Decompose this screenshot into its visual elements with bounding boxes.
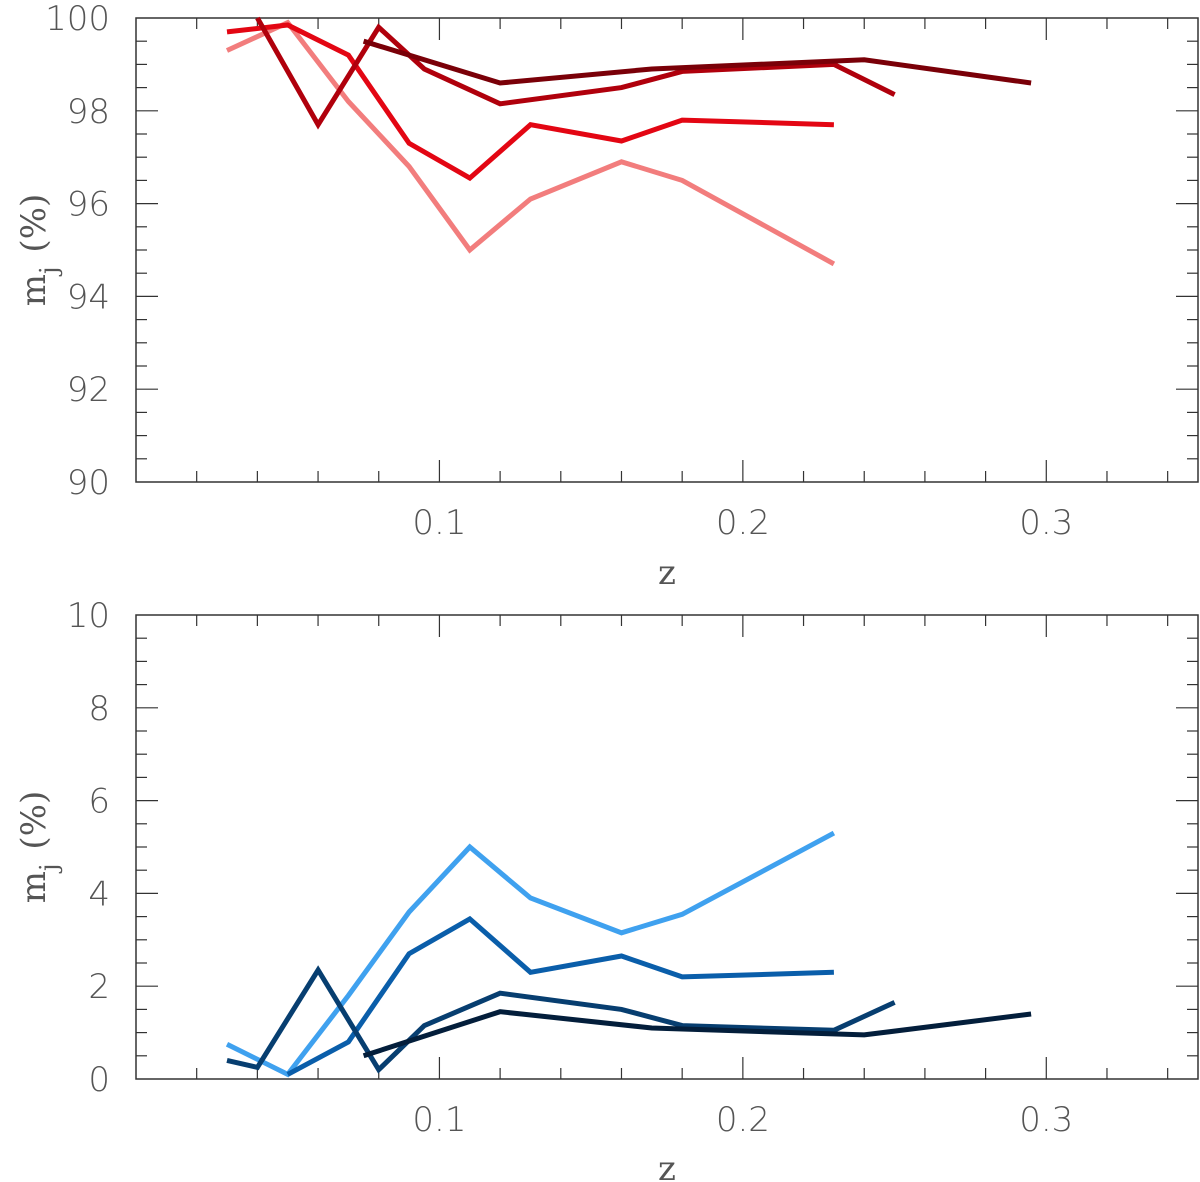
chart-top-x-tick-label: 0.3 bbox=[1019, 503, 1073, 543]
chart-top-y-tick-label: 96 bbox=[67, 185, 110, 225]
chart-bottom-x-tick-label: 0.3 bbox=[1019, 1100, 1073, 1140]
chart-bottom-y-tick-label: 0 bbox=[88, 1060, 110, 1100]
chart-top-series-2-line bbox=[226, 22, 834, 182]
chart-top-y-tick-label: 98 bbox=[67, 92, 110, 132]
chart-bottom-series-3-line bbox=[226, 965, 896, 1074]
chart-top-y-tick-label: 92 bbox=[67, 370, 110, 410]
chart-bottom-y-tick-label: 4 bbox=[88, 874, 110, 914]
chart-top-y-tick-label: 94 bbox=[67, 277, 110, 317]
chart-top-series-3-line bbox=[255, 16, 896, 130]
chart-bottom-x-tick-label: 0.1 bbox=[412, 1100, 466, 1140]
chart-bottom-y-axis-label-main: m bbox=[14, 871, 54, 903]
chart-bottom-y-axis-label: mj (%) bbox=[14, 791, 63, 904]
chart-top-y-axis-label: mj (%) bbox=[14, 194, 63, 307]
chart-top-x-axis-label: z bbox=[658, 553, 676, 593]
chart-top-y-tick-label: 100 bbox=[45, 0, 110, 39]
chart-top-x-tick-label: 0.2 bbox=[716, 503, 770, 543]
chart-bottom-y-axis-label-sub: j bbox=[35, 864, 63, 874]
chart-top-series-4-line bbox=[362, 38, 1032, 86]
chart-top-y-axis-label-sub: j bbox=[35, 267, 63, 277]
chart-bottom-series-1-line bbox=[225, 830, 836, 1078]
chart-top-x-tick-label: 0.1 bbox=[412, 503, 466, 543]
chart-bottom-x-axis-label: z bbox=[658, 1149, 676, 1182]
chart-bottom-series-4-line bbox=[362, 1009, 1032, 1059]
chart-top-y-axis-label-unit: (%) bbox=[14, 194, 54, 253]
chart-bottom-x-tick-label: 0.2 bbox=[716, 1100, 770, 1140]
chart-top-y-axis-label-main: m bbox=[14, 274, 54, 306]
chart-bottom-y-tick-label: 8 bbox=[88, 689, 110, 729]
chart-bottom-y-tick-label: 6 bbox=[88, 782, 110, 822]
chart-bottom-y-tick-label: 2 bbox=[88, 967, 110, 1007]
chart-top-y-tick-label: 90 bbox=[67, 463, 110, 503]
panel-top: 0.1 0.2 0.3 90 92 94 96 98 100 z mj (%) bbox=[14, 0, 1199, 593]
chart-bottom-y-axis-label-unit: (%) bbox=[14, 791, 54, 850]
chart-bottom-series-2-line bbox=[286, 915, 834, 1077]
chart-bottom-y-tick-label: 10 bbox=[67, 596, 110, 636]
panel-bottom: 0.1 0.2 0.3 0 2 4 6 8 10 z mj (%) bbox=[14, 596, 1199, 1182]
chart-top-series-1-line bbox=[225, 19, 836, 267]
